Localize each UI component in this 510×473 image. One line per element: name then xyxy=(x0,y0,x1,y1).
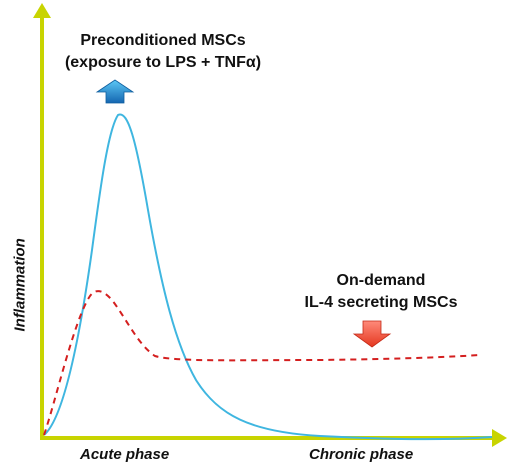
ondemand-label-line2: IL-4 secreting MSCs xyxy=(304,294,458,311)
y-axis-label: Inflammation xyxy=(11,238,29,332)
ondemand-label: On-demand IL-4 secreting MSCs xyxy=(286,270,476,314)
x-axis-label-chronic: Chronic phase xyxy=(309,446,414,463)
preconditioned-label: Preconditioned MSCs (exposure to LPS + T… xyxy=(48,30,278,74)
arrow-down-icon xyxy=(352,320,392,348)
y-axis-arrowhead xyxy=(33,3,51,18)
arrow-up-icon xyxy=(95,79,135,104)
solid-inflammation-curve xyxy=(43,113,493,441)
x-axis-label-acute: Acute phase xyxy=(80,446,170,463)
x-axis-arrowhead xyxy=(492,429,507,447)
preconditioned-label-line2: (exposure to LPS + TNFα) xyxy=(64,54,262,71)
ondemand-label-line1: On-demand xyxy=(336,272,426,289)
preconditioned-label-line1: Preconditioned MSCs xyxy=(80,32,246,49)
